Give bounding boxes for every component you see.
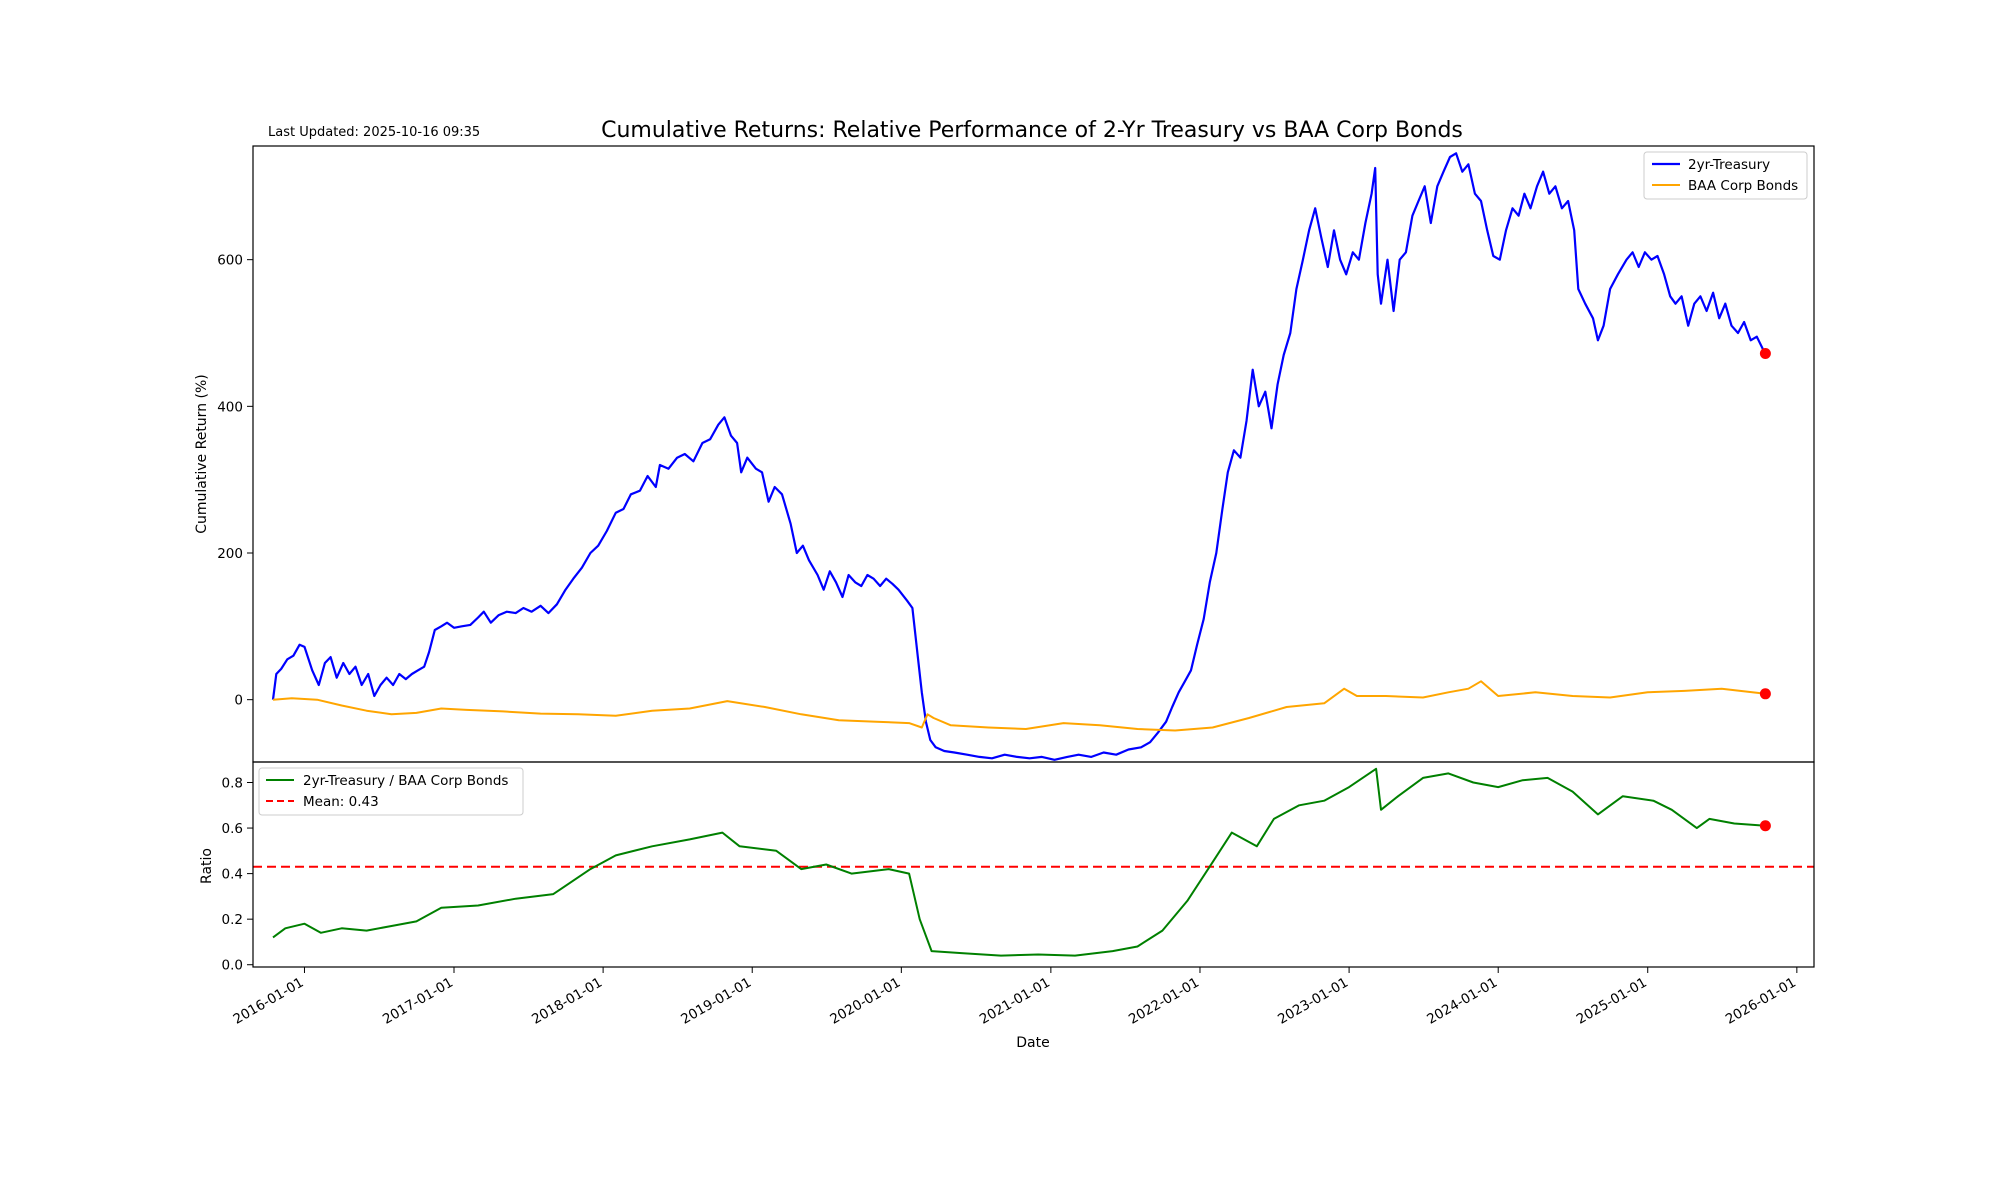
legend-label-baa-corp-bonds: BAA Corp Bonds (1688, 178, 1798, 194)
last-updated-label: Last Updated: 2025-10-16 09:35 (268, 125, 480, 140)
chart-title: Cumulative Returns: Relative Performance… (601, 118, 1463, 143)
top-y-axis: 0 200 400 600 (217, 253, 253, 709)
legend-label-ratio: 2yr-Treasury / BAA Corp Bonds (303, 773, 508, 789)
y-tick-label: 0.4 (222, 867, 243, 883)
x-tick-label: 2023-01-01 (1275, 975, 1351, 1028)
legend-label-mean: Mean: 0.43 (303, 794, 379, 810)
bottom-plot-frame (252, 761, 1815, 968)
y-tick-label: 400 (217, 399, 243, 415)
x-tick-label: 2021-01-01 (977, 975, 1053, 1028)
endpoint-marker-baa-corp-bonds (1759, 688, 1771, 700)
endpoint-marker-2yr-treasury (1759, 348, 1771, 360)
top-legend: 2yr-Treasury BAA Corp Bonds (1643, 151, 1808, 200)
y-tick-label: 0 (234, 693, 243, 709)
top-y-axis-label: Cumulative Return (%) (194, 374, 210, 534)
bottom-y-axis-label: Ratio (199, 848, 215, 884)
x-axis-label: Date (1016, 1035, 1049, 1051)
bottom-y-axis: 0.0 0.2 0.4 0.6 0.8 (222, 776, 253, 974)
series-line-2yr-treasury (271, 152, 1767, 761)
top-plot-frame (252, 145, 1815, 763)
bottom-panel: 0.0 0.2 0.4 0.6 0.8 2016-01-01 2017-01-01 2018… (199, 761, 1815, 1051)
x-tick-label: 2016-01-01 (231, 975, 307, 1028)
legend-label-2yr-treasury: 2yr-Treasury (1688, 157, 1770, 173)
endpoint-marker-ratio (1759, 820, 1771, 832)
series-line-baa-corp-bonds (272, 680, 1766, 732)
x-tick-label: 2018-01-01 (529, 975, 605, 1028)
bottom-legend-box (258, 767, 524, 816)
y-tick-label: 600 (217, 253, 243, 269)
x-tick-label: 2024-01-01 (1424, 975, 1500, 1028)
y-tick-label: 0.2 (222, 912, 243, 928)
x-axis: 2016-01-01 2017-01-01 2018-01-01 2019-01-01… (231, 967, 1799, 1028)
y-tick-label: 200 (217, 546, 243, 562)
series-line-ratio (272, 767, 1766, 957)
x-tick-label: 2017-01-01 (380, 975, 456, 1028)
x-tick-label: 2020-01-01 (827, 975, 903, 1028)
x-tick-label: 2025-01-01 (1574, 975, 1650, 1028)
x-tick-label: 2026-01-01 (1723, 975, 1799, 1028)
top-legend-box (1643, 151, 1808, 200)
top-panel: 0 200 400 600 Cumulative Return (%) 2yr-Tre… (194, 145, 1815, 763)
x-tick-label: 2019-01-01 (678, 975, 754, 1028)
y-tick-label: 0.0 (222, 958, 243, 974)
y-tick-label: 0.6 (222, 821, 243, 837)
bottom-legend: 2yr-Treasury / BAA Corp Bonds Mean: 0.43 (258, 767, 524, 816)
y-tick-label: 0.8 (222, 776, 243, 792)
x-tick-label: 2022-01-01 (1126, 975, 1202, 1028)
